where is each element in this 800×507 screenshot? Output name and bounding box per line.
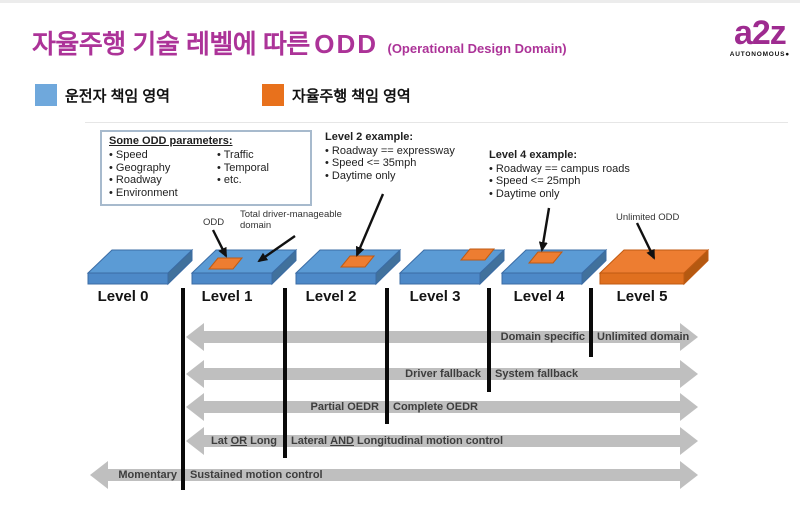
arrow-bar: [202, 368, 682, 380]
arrow-bar: [106, 469, 682, 481]
level-boxes: [86, 248, 710, 286]
odd-param: Environment: [109, 187, 217, 200]
odd-parameters-columns: Speed Geography Roadway Environment Traf…: [109, 149, 303, 199]
level2-example: Level 2 example: Roadway == expressway S…: [325, 131, 455, 182]
driver-domain-label: 운전자 책임 영역: [65, 87, 170, 105]
arrow-right-head-icon: [680, 461, 698, 489]
and-emphasis: AND: [330, 435, 354, 447]
complete-oedr-label: Complete OEDR: [393, 401, 478, 413]
odd-parameters-col2: Traffic Temporal etc.: [217, 149, 269, 199]
unlimited-odd-callout-label: Unlimited ODD: [616, 212, 680, 223]
content-divider-line: [85, 122, 788, 123]
arrow-left-head-icon: [90, 461, 108, 489]
level-divider-bars: [181, 288, 593, 490]
driver-domain-swatch: [35, 84, 57, 106]
level3-label: Level 3: [409, 288, 461, 305]
odd-param: Roadway: [109, 174, 217, 187]
level4-example-item: Daytime only: [489, 188, 630, 201]
arrow-right-head-icon: [680, 323, 698, 351]
spectrum-sustain-arrow: [90, 461, 698, 489]
level2-example-item: Daytime only: [325, 170, 455, 183]
arrow-bar: [202, 435, 682, 447]
level4-label: Level 4: [513, 288, 565, 305]
arrow-right-head-icon: [680, 427, 698, 455]
level4-example-item: Roadway == campus roads: [489, 163, 630, 176]
odd-param: Speed: [109, 149, 217, 162]
a2z-logo: a2z AUTONOMOUS●: [730, 16, 790, 59]
spectrum-fallback-arrow: [186, 360, 698, 388]
title-odd: ODD: [314, 29, 379, 59]
lateral-and-pre: Lateral: [291, 435, 331, 447]
odd-callout-label: ODD: [203, 217, 225, 228]
unlimited-domain-label: Unlimited domain: [597, 331, 690, 343]
system-fallback-label: System fallback: [495, 368, 579, 380]
av-domain-label: 자율주행 책임 영역: [291, 87, 411, 105]
arrow-left-head-icon: [186, 360, 204, 388]
level4-example-item: Speed <= 25mph: [489, 175, 630, 188]
lateral-and-post: Longitudinal motion control: [353, 435, 504, 447]
lat-or-long-label: Lat OR Long: [211, 435, 277, 447]
legend: 운전자 책임 영역 자율주행 책임 영역: [35, 84, 411, 106]
odd-parameters-box: Some ODD parameters: Speed Geography Roa…: [100, 130, 312, 206]
odd-param: etc.: [217, 174, 269, 187]
partial-oedr-label: Partial OEDR: [310, 401, 379, 413]
arrow-bar: [202, 331, 682, 343]
slide-top-strip: [0, 0, 800, 3]
title-subtitle: (Operational Design Domain): [387, 41, 567, 56]
level2-example-title: Level 2 example:: [325, 131, 414, 143]
level2-example-item: Speed <= 35mph: [325, 157, 455, 170]
level2-label: Level 2: [305, 288, 357, 305]
sustained-motion-label: Sustained motion control: [190, 469, 323, 481]
odd-param: Temporal: [217, 162, 269, 175]
lateral-and-longitudinal-label: Lateral AND Longitudinal motion control: [291, 435, 503, 447]
level4-example-title: Level 4 example:: [489, 149, 578, 161]
arrow-right-head-icon: [680, 393, 698, 421]
spectrum-motion-control-arrow: [186, 427, 698, 455]
or-emphasis: OR: [230, 435, 248, 447]
domain-specific-label: Domain specific: [500, 331, 585, 343]
av-domain-swatch: [261, 84, 284, 106]
odd-param: Geography: [109, 162, 217, 175]
a2z-logo-text: a2z: [733, 14, 787, 52]
title-korean: 자율주행 기술 레벨에 따른: [32, 29, 310, 59]
arrow-left-head-icon: [186, 393, 204, 421]
odd-param: Traffic: [217, 149, 269, 162]
total-domain-callout-label: Total driver-manageable domain: [240, 209, 342, 231]
momentary-label: Momentary: [118, 469, 177, 481]
level4-example: Level 4 example: Roadway == campus roads…: [489, 149, 630, 200]
lat-or-long-pre: Lat: [211, 435, 231, 447]
arrow-left-head-icon: [186, 323, 204, 351]
level5-label: Level 5: [616, 288, 668, 305]
lat-or-long-post: Long: [247, 435, 277, 447]
arrow-right-head-icon: [680, 360, 698, 388]
level1-label: Level 1: [201, 288, 253, 305]
level0-label: Level 0: [97, 288, 149, 305]
odd-parameters-title: Some ODD parameters:: [109, 135, 233, 147]
driver-fallback-label: Driver fallback: [405, 368, 481, 380]
odd-parameters-col1: Speed Geography Roadway Environment: [109, 149, 217, 199]
spectrum-domain-arrow: [186, 323, 698, 351]
level2-example-item: Roadway == expressway: [325, 145, 455, 158]
arrow-bar: [202, 401, 682, 413]
spectrum-oedr-arrow: [186, 393, 698, 421]
page-title: 자율주행 기술 레벨에 따른 ODD (Operational Design D…: [32, 24, 567, 61]
arrow-left-head-icon: [186, 427, 204, 455]
a2z-logo-subtext: AUTONOMOUS●: [729, 51, 790, 58]
